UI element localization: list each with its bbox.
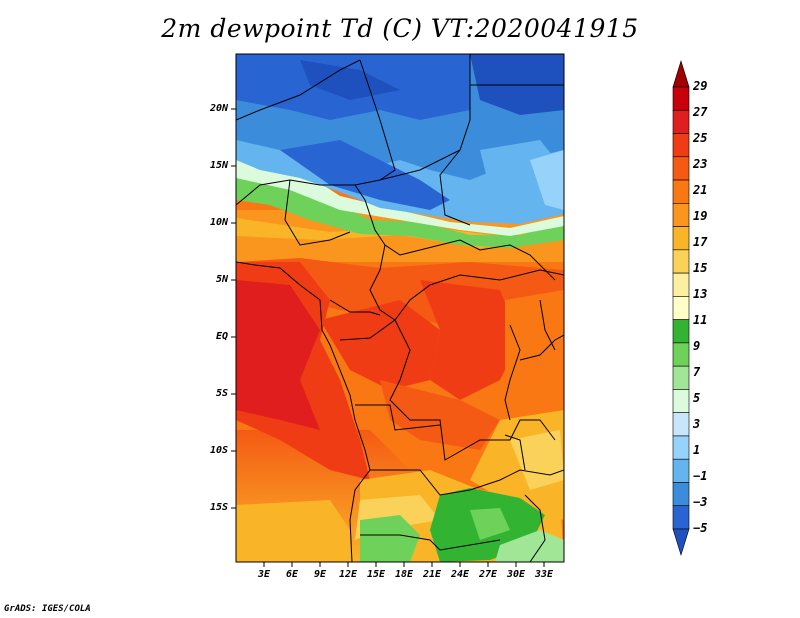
lon-label: 15E bbox=[366, 569, 386, 580]
lon-label: 30E bbox=[506, 569, 526, 580]
colorbar bbox=[672, 59, 690, 557]
colorbar-arrow-bottom bbox=[672, 528, 690, 557]
colorbar-arrow-top bbox=[672, 59, 690, 88]
colorbar-label: 11 bbox=[693, 313, 708, 327]
colorbar-label: −5 bbox=[693, 521, 708, 535]
credit-text: GrADS: IGES/COLA bbox=[4, 604, 91, 614]
colorbar-swatch bbox=[672, 482, 690, 507]
colorbar-label: 9 bbox=[693, 339, 701, 353]
colorbar-swatch bbox=[672, 342, 690, 367]
map-title: 2m dewpoint Td (C) VT:2020041915 bbox=[161, 14, 639, 43]
country-borders bbox=[236, 54, 564, 562]
lat-label: 20N bbox=[209, 103, 228, 114]
colorbar-label: 29 bbox=[693, 79, 708, 93]
colorbar-swatch bbox=[672, 249, 690, 274]
colorbar-swatch bbox=[672, 458, 690, 483]
colorbar-swatch bbox=[672, 86, 690, 111]
colorbar-label: 7 bbox=[693, 365, 701, 379]
colorbar-swatch bbox=[672, 389, 690, 413]
colorbar-swatch bbox=[672, 272, 690, 297]
colorbar-swatch bbox=[672, 109, 690, 134]
colorbar-label: 1 bbox=[693, 443, 701, 457]
colorbar-swatch bbox=[672, 203, 690, 227]
lon-label: 3E bbox=[257, 569, 271, 580]
lat-label: 15S bbox=[209, 502, 228, 513]
colorbar-swatch bbox=[672, 226, 690, 251]
colorbar-swatch bbox=[672, 319, 690, 344]
colorbar-label: 23 bbox=[693, 157, 708, 171]
colorbar-label: 13 bbox=[693, 287, 708, 301]
colorbar-label: 17 bbox=[693, 235, 708, 249]
colorbar-swatch bbox=[672, 435, 690, 460]
colorbar-label: 5 bbox=[693, 391, 701, 405]
colorbar-swatch bbox=[672, 179, 690, 204]
colorbar-label: 21 bbox=[693, 183, 708, 197]
colorbar-swatch bbox=[672, 296, 690, 320]
colorbar-swatch bbox=[672, 505, 690, 530]
lat-label: 10S bbox=[209, 445, 228, 456]
lon-label: 18E bbox=[394, 569, 414, 580]
colorbar-label: 19 bbox=[693, 209, 708, 223]
colorbar-swatch bbox=[672, 133, 690, 158]
lat-label: 5S bbox=[215, 388, 228, 399]
lon-label: 9E bbox=[313, 569, 327, 580]
colorbar-label: −3 bbox=[693, 495, 708, 509]
colorbar-label: 15 bbox=[693, 261, 708, 275]
colorbar-label: −1 bbox=[693, 469, 708, 483]
lon-label: 24E bbox=[450, 569, 470, 580]
lat-label: 5N bbox=[215, 274, 228, 285]
lat-ticks bbox=[231, 108, 236, 509]
lon-label: 12E bbox=[338, 569, 358, 580]
lon-label: 33E bbox=[534, 569, 554, 580]
colorbar-swatch bbox=[672, 156, 690, 181]
lat-label: EQ bbox=[215, 331, 228, 342]
colorbar-label: 27 bbox=[693, 105, 708, 119]
lon-label: 21E bbox=[422, 569, 442, 580]
lon-ticks bbox=[263, 562, 545, 567]
dewpoint-field bbox=[236, 54, 564, 562]
lon-label: 6E bbox=[285, 569, 299, 580]
colorbar-label: 3 bbox=[693, 417, 701, 431]
lat-label: 10N bbox=[209, 217, 228, 228]
colorbar-label: 25 bbox=[693, 131, 708, 145]
colorbar-swatch bbox=[672, 365, 690, 390]
colorbar-swatch bbox=[672, 412, 690, 437]
lon-label: 27E bbox=[478, 569, 498, 580]
lat-label: 15N bbox=[209, 160, 228, 171]
